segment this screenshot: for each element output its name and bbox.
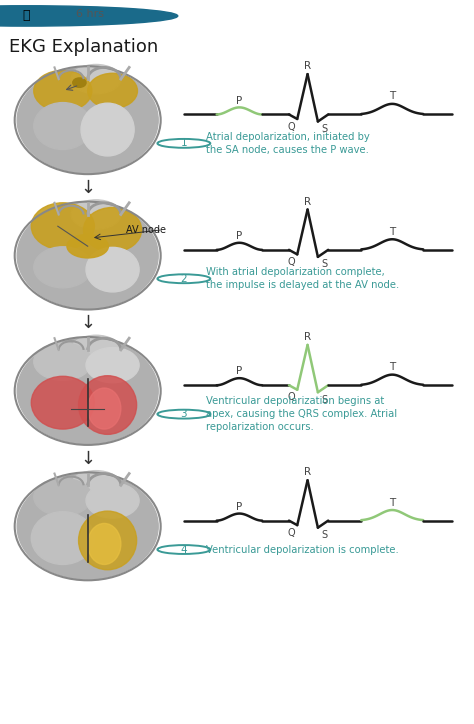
Ellipse shape xyxy=(79,511,137,570)
Text: T: T xyxy=(389,497,395,508)
Ellipse shape xyxy=(86,348,139,383)
Ellipse shape xyxy=(34,103,92,150)
Ellipse shape xyxy=(34,343,92,380)
Ellipse shape xyxy=(83,208,142,252)
Ellipse shape xyxy=(31,512,94,565)
Ellipse shape xyxy=(67,235,109,258)
Text: Q: Q xyxy=(287,528,295,538)
Text: Q: Q xyxy=(287,257,295,267)
Circle shape xyxy=(73,78,86,88)
Ellipse shape xyxy=(17,67,158,173)
Ellipse shape xyxy=(86,483,139,518)
Text: P: P xyxy=(236,96,243,106)
Ellipse shape xyxy=(17,203,158,308)
Ellipse shape xyxy=(88,73,137,109)
Text: R: R xyxy=(304,467,311,477)
Text: 6 hrs: 6 hrs xyxy=(76,9,104,20)
Text: 4: 4 xyxy=(181,544,187,555)
Ellipse shape xyxy=(17,338,158,444)
Text: P: P xyxy=(236,366,243,376)
Text: 2: 2 xyxy=(181,274,187,284)
Ellipse shape xyxy=(81,104,134,156)
Ellipse shape xyxy=(17,473,158,579)
Text: ↓: ↓ xyxy=(80,450,95,468)
Text: S: S xyxy=(321,124,327,134)
Ellipse shape xyxy=(88,388,121,429)
Ellipse shape xyxy=(34,479,92,515)
Text: ↓: ↓ xyxy=(80,179,95,197)
Text: T: T xyxy=(389,91,395,101)
Text: R: R xyxy=(304,196,311,206)
Text: Q: Q xyxy=(287,122,295,132)
Text: S: S xyxy=(321,259,327,269)
Ellipse shape xyxy=(86,248,139,292)
Ellipse shape xyxy=(88,523,121,565)
Text: S: S xyxy=(321,395,327,405)
Text: Atrial depolarization, initiated by
the SA node, causes the P wave.: Atrial depolarization, initiated by the … xyxy=(206,132,370,155)
Text: 1: 1 xyxy=(181,138,187,148)
Text: T: T xyxy=(389,362,395,372)
Text: R: R xyxy=(304,61,311,71)
Text: S: S xyxy=(321,530,327,540)
Ellipse shape xyxy=(31,376,94,429)
Text: ↓: ↓ xyxy=(80,314,95,332)
Ellipse shape xyxy=(71,64,121,94)
Ellipse shape xyxy=(71,200,121,230)
Text: T: T xyxy=(389,227,395,237)
Text: EKG Explanation: EKG Explanation xyxy=(9,38,159,56)
Text: AV node: AV node xyxy=(126,224,166,235)
Text: R: R xyxy=(304,332,311,342)
Text: Ventricular depolarization is complete.: Ventricular depolarization is complete. xyxy=(206,544,399,555)
Text: Q: Q xyxy=(287,392,295,403)
Ellipse shape xyxy=(31,203,94,250)
Text: P: P xyxy=(236,231,243,241)
Ellipse shape xyxy=(71,471,121,500)
Text: 🌐: 🌐 xyxy=(22,9,30,22)
Circle shape xyxy=(0,6,178,26)
Text: With atrial depolarization complete,
the impulse is delayed at the AV node.: With atrial depolarization complete, the… xyxy=(206,267,399,290)
Ellipse shape xyxy=(71,335,121,365)
Text: 3: 3 xyxy=(181,409,187,419)
Ellipse shape xyxy=(34,70,92,111)
Text: Ventricular depolarization begins at
apex, causing the QRS complex. Atrial
repol: Ventricular depolarization begins at ape… xyxy=(206,396,397,432)
Text: P: P xyxy=(236,502,243,512)
Ellipse shape xyxy=(34,247,92,288)
Ellipse shape xyxy=(79,376,137,434)
